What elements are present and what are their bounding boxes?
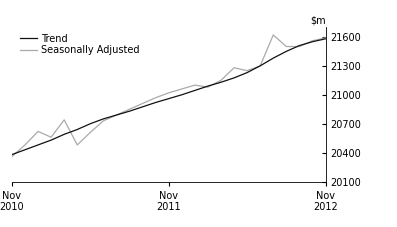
Seasonally Adjusted: [23, 143, 27, 146]
Seasonally Adjusted: [297, 45, 302, 48]
Legend: Trend, Seasonally Adjusted: Trend, Seasonally Adjusted: [20, 34, 140, 55]
Seasonally Adjusted: [75, 143, 80, 146]
Trend: [297, 44, 302, 47]
Trend: [258, 64, 262, 67]
Seasonally Adjusted: [206, 86, 210, 88]
Seasonally Adjusted: [101, 119, 106, 122]
Seasonally Adjusted: [127, 108, 132, 111]
Trend: [75, 128, 80, 131]
Seasonally Adjusted: [232, 66, 237, 69]
Trend: [232, 76, 237, 79]
Trend: [36, 143, 40, 146]
Seasonally Adjusted: [114, 114, 119, 116]
Trend: [153, 101, 158, 104]
Seasonally Adjusted: [271, 34, 276, 36]
Seasonally Adjusted: [166, 91, 171, 94]
Seasonally Adjusted: [284, 45, 289, 48]
Trend: [10, 153, 14, 156]
Seasonally Adjusted: [36, 130, 40, 133]
Trend: [127, 110, 132, 113]
Seasonally Adjusted: [62, 118, 67, 121]
Trend: [166, 97, 171, 100]
Trend: [62, 133, 67, 136]
Trend: [219, 81, 224, 84]
Seasonally Adjusted: [179, 88, 184, 90]
Trend: [206, 85, 210, 87]
Seasonally Adjusted: [310, 39, 315, 42]
Trend: [245, 71, 249, 74]
Trend: [310, 40, 315, 43]
Trend: [271, 57, 276, 59]
Trend: [323, 37, 328, 40]
Seasonally Adjusted: [49, 136, 54, 138]
Seasonally Adjusted: [88, 131, 93, 134]
Trend: [88, 122, 93, 125]
Trend: [193, 89, 197, 92]
Trend: [101, 118, 106, 120]
Seasonally Adjusted: [10, 155, 14, 158]
Seasonally Adjusted: [245, 69, 249, 72]
Trend: [179, 93, 184, 96]
Seasonally Adjusted: [140, 102, 145, 105]
Seasonally Adjusted: [153, 96, 158, 99]
Text: $m: $m: [310, 16, 326, 26]
Seasonally Adjusted: [323, 37, 328, 39]
Seasonally Adjusted: [219, 79, 224, 82]
Seasonally Adjusted: [258, 64, 262, 67]
Trend: [23, 148, 27, 151]
Trend: [114, 114, 119, 116]
Trend: [284, 50, 289, 53]
Trend: [49, 139, 54, 141]
Line: Trend: Trend: [12, 39, 326, 155]
Trend: [140, 106, 145, 108]
Seasonally Adjusted: [193, 84, 197, 86]
Line: Seasonally Adjusted: Seasonally Adjusted: [12, 35, 326, 156]
